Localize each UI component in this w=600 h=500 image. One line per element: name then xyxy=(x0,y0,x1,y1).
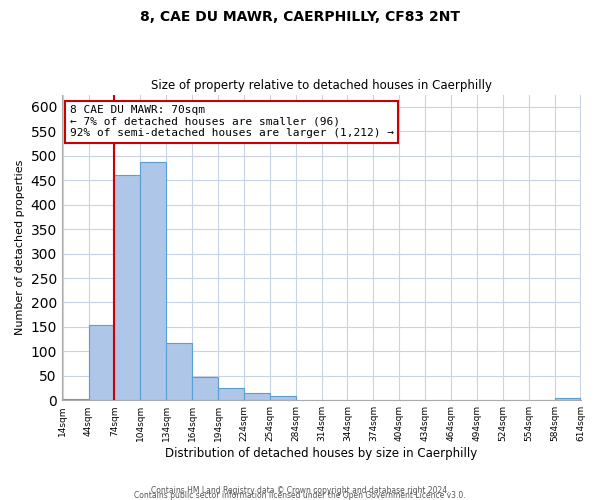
Bar xyxy=(270,396,296,400)
Text: 8 CAE DU MAWR: 70sqm
← 7% of detached houses are smaller (96)
92% of semi-detach: 8 CAE DU MAWR: 70sqm ← 7% of detached ho… xyxy=(70,106,394,138)
Bar xyxy=(554,398,580,400)
Bar xyxy=(62,399,89,400)
Y-axis label: Number of detached properties: Number of detached properties xyxy=(15,160,25,335)
Title: Size of property relative to detached houses in Caerphilly: Size of property relative to detached ho… xyxy=(151,79,492,92)
Bar xyxy=(192,378,218,400)
Text: Contains public sector information licensed under the Open Government Licence v3: Contains public sector information licen… xyxy=(134,491,466,500)
Bar xyxy=(115,176,140,400)
Bar xyxy=(166,343,192,400)
Bar xyxy=(140,162,166,400)
Bar xyxy=(218,388,244,400)
X-axis label: Distribution of detached houses by size in Caerphilly: Distribution of detached houses by size … xyxy=(166,447,478,460)
Bar xyxy=(89,326,115,400)
Text: 8, CAE DU MAWR, CAERPHILLY, CF83 2NT: 8, CAE DU MAWR, CAERPHILLY, CF83 2NT xyxy=(140,10,460,24)
Text: Contains HM Land Registry data © Crown copyright and database right 2024.: Contains HM Land Registry data © Crown c… xyxy=(151,486,449,495)
Bar xyxy=(244,394,270,400)
